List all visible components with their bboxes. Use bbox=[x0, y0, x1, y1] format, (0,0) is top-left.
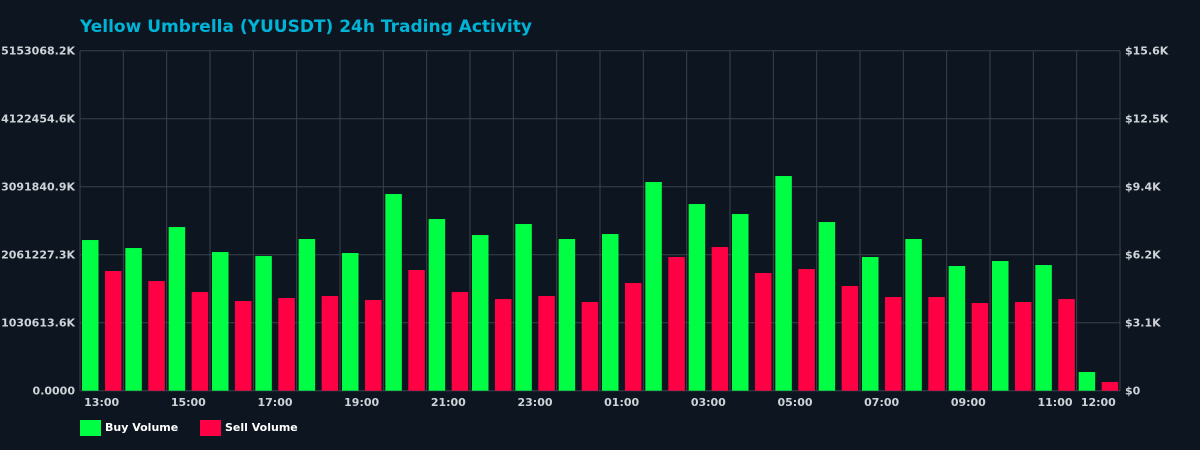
buy-volume-bar bbox=[602, 234, 619, 391]
y-tick-label: 0.0000 bbox=[33, 385, 76, 398]
buy-volume-bar bbox=[688, 204, 706, 391]
sell-volume-bar bbox=[191, 292, 209, 391]
y2-tick-label: $15.6K bbox=[1125, 45, 1169, 58]
buy-volume-bar bbox=[515, 224, 532, 391]
y-tick-label: 1030613.6K bbox=[1, 317, 75, 330]
y2-tick-label: $6.2K bbox=[1125, 249, 1161, 262]
grid bbox=[79, 50, 1121, 392]
buy-volume-bar bbox=[1035, 265, 1052, 391]
buy-volume-bar bbox=[168, 227, 186, 391]
x-tick-label: 11:00 bbox=[1037, 396, 1072, 409]
sell-volume-bar bbox=[581, 302, 599, 391]
buy-volume-bar bbox=[558, 239, 576, 391]
sell-volume-bar bbox=[755, 273, 772, 391]
y-tick-label: 4122454.6K bbox=[1, 113, 75, 126]
buy-volume-bar bbox=[255, 256, 272, 391]
x-tick-label: 23:00 bbox=[517, 396, 552, 409]
buy-volume-bar bbox=[645, 182, 662, 391]
sell-volume-bar bbox=[798, 269, 815, 391]
legend-label-buy: Buy Volume bbox=[105, 421, 178, 434]
buy-volume-bar bbox=[775, 176, 792, 391]
buy-volume-bar bbox=[992, 261, 1009, 391]
x-tick-label: 05:00 bbox=[777, 396, 812, 409]
x-tick-label: 19:00 bbox=[344, 396, 379, 409]
buy-volume-bar bbox=[342, 253, 359, 391]
x-tick-label: 15:00 bbox=[171, 396, 206, 409]
buy-volume-bar bbox=[82, 240, 99, 391]
y2-tick-label: $9.4K bbox=[1125, 181, 1161, 194]
y-tick-label: 3091840.9K bbox=[1, 181, 75, 194]
buy-volume-bar bbox=[472, 235, 489, 391]
x-tick-label: 17:00 bbox=[257, 396, 292, 409]
x-tick-label: 07:00 bbox=[864, 396, 899, 409]
bars bbox=[82, 176, 1119, 391]
sell-volume-bar bbox=[148, 281, 165, 391]
sell-volume-bar bbox=[668, 257, 685, 391]
chart-title: Yellow Umbrella (YUUSDT) 24h Trading Act… bbox=[79, 17, 532, 37]
sell-volume-bar bbox=[928, 297, 945, 391]
sell-volume-bar bbox=[711, 247, 729, 391]
sell-volume-bar bbox=[841, 286, 859, 391]
x-axis: 13:00 15:00 17:00 19:00 21:00 23:00 01:00 03:00… bbox=[84, 396, 1116, 409]
buy-volume-bar bbox=[1078, 372, 1096, 391]
sell-volume-bar bbox=[1015, 302, 1032, 391]
legend-label-sell: Sell Volume bbox=[225, 421, 298, 434]
buy-volume-bar bbox=[125, 248, 142, 391]
y-tick-label: 2061227.3K bbox=[1, 249, 75, 262]
y-tick-label: 5153068.2K bbox=[1, 45, 75, 58]
x-tick-label: 12:00 bbox=[1081, 396, 1116, 409]
y-axis-right: $0 $3.1K $6.2K $9.4K $12.5K $15.6K bbox=[1125, 45, 1169, 398]
sell-volume-bar bbox=[625, 283, 642, 391]
legend-swatch-sell bbox=[200, 420, 221, 436]
buy-volume-bar bbox=[732, 214, 749, 391]
sell-volume-bar bbox=[235, 301, 252, 391]
sell-volume-bar bbox=[885, 297, 902, 391]
buy-volume-bar bbox=[818, 222, 836, 391]
sell-volume-bar bbox=[971, 303, 989, 391]
legend: Buy Volume Sell Volume bbox=[80, 420, 298, 436]
sell-volume-bar bbox=[321, 296, 339, 391]
sell-volume-bar bbox=[105, 271, 122, 391]
buy-volume-bar bbox=[298, 239, 316, 391]
sell-volume-bar bbox=[495, 299, 512, 391]
buy-volume-bar bbox=[905, 239, 922, 391]
sell-volume-bar bbox=[278, 298, 295, 391]
sell-volume-bar bbox=[365, 300, 382, 391]
sell-volume-bar bbox=[408, 270, 425, 391]
sell-volume-bar bbox=[1101, 382, 1119, 391]
x-tick-label: 03:00 bbox=[691, 396, 726, 409]
sell-volume-bar bbox=[1058, 299, 1075, 391]
buy-volume-bar bbox=[428, 219, 446, 391]
buy-volume-bar bbox=[862, 257, 879, 391]
y-axis-left: 0.0000 1030613.6K 2061227.3K 3091840.9K 4122… bbox=[1, 45, 75, 398]
y2-tick-label: $3.1K bbox=[1125, 317, 1161, 330]
buy-volume-bar bbox=[948, 266, 966, 391]
y2-tick-label: $12.5K bbox=[1125, 113, 1169, 126]
x-tick-label: 09:00 bbox=[951, 396, 986, 409]
x-tick-label: 13:00 bbox=[84, 396, 119, 409]
buy-volume-bar bbox=[385, 194, 402, 391]
x-tick-label: 21:00 bbox=[431, 396, 466, 409]
sell-volume-bar bbox=[538, 296, 555, 391]
legend-swatch-buy bbox=[80, 420, 101, 436]
sell-volume-bar bbox=[451, 292, 469, 391]
y2-tick-label: $0 bbox=[1125, 385, 1141, 398]
buy-volume-bar bbox=[212, 252, 229, 391]
x-tick-label: 01:00 bbox=[604, 396, 639, 409]
